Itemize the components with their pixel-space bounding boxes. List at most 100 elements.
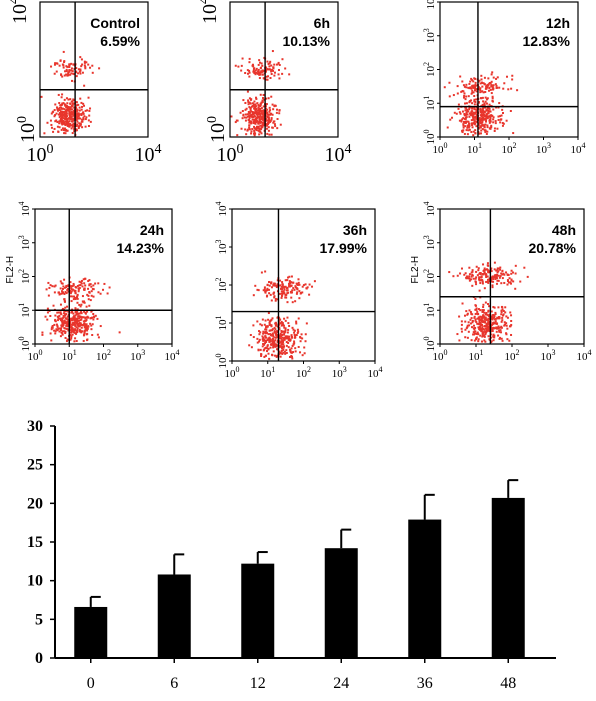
x-tick-label: 102 xyxy=(505,348,520,363)
cell-dot xyxy=(475,110,478,113)
cell-dot xyxy=(281,283,284,286)
cell-dot xyxy=(298,290,301,293)
cell-dot xyxy=(497,270,500,273)
cell-dot xyxy=(269,293,272,296)
cell-dot xyxy=(483,126,486,129)
cell-dot xyxy=(278,64,281,67)
cell-dot xyxy=(70,67,73,70)
cell-dot xyxy=(284,319,287,322)
cell-dot xyxy=(481,128,484,131)
bar xyxy=(74,606,108,658)
cell-dot xyxy=(313,280,316,283)
cell-dot xyxy=(489,118,492,121)
cell-dot xyxy=(241,57,244,60)
cell-dot xyxy=(506,280,509,283)
cell-dot xyxy=(85,328,88,331)
cell-dot xyxy=(61,322,64,325)
cell-dot xyxy=(68,114,71,117)
cell-dot xyxy=(295,334,298,337)
cell-dot xyxy=(85,61,88,64)
cell-dot xyxy=(265,328,268,331)
cell-dot xyxy=(288,282,291,285)
cell-dot xyxy=(298,297,301,300)
cell-dot xyxy=(290,296,293,299)
cell-dot xyxy=(82,102,85,105)
cell-dot xyxy=(82,278,85,281)
cell-dot xyxy=(81,330,84,333)
y-tick-label: 104 xyxy=(422,202,437,217)
cell-dot xyxy=(268,284,271,287)
cell-dot xyxy=(261,335,264,338)
cell-dot xyxy=(256,102,259,105)
cell-dot xyxy=(245,116,248,119)
cell-dot xyxy=(476,312,479,315)
cell-dot xyxy=(498,329,501,332)
cell-dot xyxy=(65,129,68,132)
cell-dot xyxy=(269,60,272,63)
cell-dot xyxy=(264,68,267,71)
cell-dot xyxy=(262,113,265,116)
cell-dot xyxy=(501,316,504,319)
cell-dot xyxy=(272,108,275,111)
cell-dot xyxy=(487,317,490,320)
cell-dot xyxy=(274,339,277,342)
cell-dot xyxy=(485,108,488,111)
cell-dot xyxy=(497,274,500,277)
cell-dot xyxy=(464,102,467,105)
cell-dot xyxy=(281,333,284,336)
cell-dot xyxy=(475,115,478,118)
cell-dot xyxy=(41,333,44,336)
cell-dot xyxy=(246,69,249,72)
cell-dot xyxy=(251,128,254,131)
cell-dot xyxy=(490,124,493,127)
cell-dot xyxy=(473,120,476,123)
cell-dot xyxy=(65,109,68,112)
cell-dot xyxy=(490,84,493,87)
x-tick-label: 36 xyxy=(417,675,433,692)
panel-percent: 6.59% xyxy=(100,33,140,49)
cell-dot xyxy=(73,296,76,299)
cell-dot xyxy=(54,330,57,333)
cell-dot xyxy=(491,286,494,289)
cell-dot xyxy=(262,98,265,101)
cell-dot xyxy=(265,75,268,78)
cell-dot xyxy=(258,73,261,76)
cell-dot xyxy=(487,329,490,332)
cell-dot xyxy=(69,117,72,120)
cell-dot xyxy=(84,329,87,332)
cell-dot xyxy=(55,323,58,326)
cell-dot xyxy=(65,286,68,289)
cell-dot xyxy=(256,72,259,75)
cell-dot xyxy=(468,115,471,118)
cell-dot xyxy=(256,111,259,114)
cell-dot xyxy=(269,109,272,112)
cell-dot xyxy=(259,93,262,96)
cell-dot xyxy=(65,110,68,113)
cell-dot xyxy=(77,103,80,106)
cell-dot xyxy=(490,267,493,270)
cell-dot xyxy=(508,281,511,284)
cell-dot xyxy=(474,308,477,311)
cell-dot xyxy=(253,134,256,137)
cell-dot xyxy=(504,306,507,309)
cell-dot xyxy=(479,132,482,135)
cell-dot xyxy=(83,104,86,107)
cell-dot xyxy=(81,111,84,114)
cell-dot xyxy=(505,315,508,318)
cell-dot xyxy=(91,323,94,326)
cell-dot xyxy=(252,69,255,72)
cell-dot xyxy=(483,104,486,107)
cell-dot xyxy=(75,67,78,70)
cell-dot xyxy=(303,346,306,349)
cell-dot xyxy=(468,324,471,327)
cell-dot xyxy=(470,119,473,122)
cell-dot xyxy=(285,287,288,290)
cell-dot xyxy=(50,326,53,329)
cell-dot xyxy=(273,71,276,74)
cell-dot xyxy=(288,280,291,283)
cell-dot xyxy=(496,86,499,89)
cell-dot xyxy=(58,120,61,123)
